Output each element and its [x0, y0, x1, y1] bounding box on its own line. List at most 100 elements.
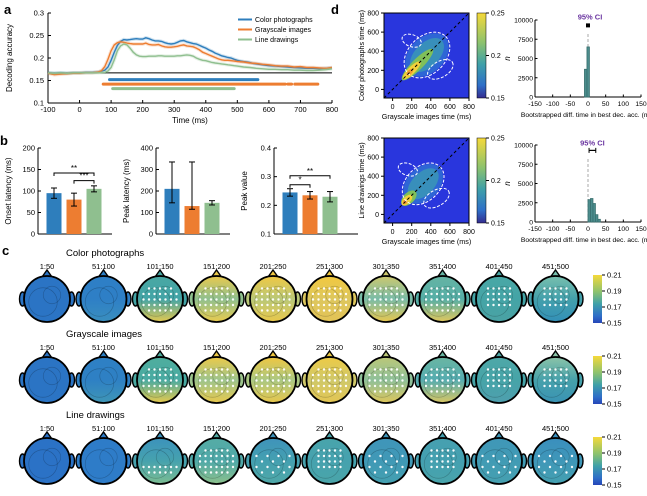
electrode-dot — [339, 303, 342, 307]
electrode-dot — [204, 298, 207, 301]
electrode-dot — [435, 303, 439, 307]
x-tick-label: 500 — [231, 105, 244, 114]
y-tick-label: 5000 — [518, 56, 533, 63]
time-window-label: 451:500 — [542, 262, 569, 271]
y-tick-label: 200 — [22, 144, 35, 153]
electrode-dot — [441, 298, 444, 301]
electrode-dot — [260, 379, 264, 382]
topomap-head — [131, 349, 189, 404]
electrode-dot — [317, 287, 320, 290]
contour-line — [212, 447, 231, 467]
legend-label-2: Line drawings — [255, 37, 299, 44]
contour-line — [155, 447, 175, 467]
electrode-dot — [446, 379, 450, 382]
scalp — [79, 356, 128, 404]
electrode-dot — [266, 292, 269, 296]
contour-line — [494, 366, 514, 386]
electrode-dot — [446, 384, 450, 388]
electrode-dot — [435, 292, 439, 296]
x-tick-label: -100 — [546, 101, 560, 108]
electrode-dot — [435, 368, 439, 371]
contour-line — [42, 447, 62, 467]
x-tick-label: 150 — [635, 226, 647, 233]
contour-line — [197, 449, 228, 479]
electrode-dot — [384, 287, 388, 290]
electrode-dot — [384, 303, 388, 307]
electrode-dot — [266, 373, 269, 377]
electrode-dot — [508, 384, 512, 388]
electrode-dot — [333, 454, 337, 458]
electrode-dot — [255, 465, 258, 469]
y-tick-label: 400 — [367, 174, 379, 181]
electrode-dot — [497, 384, 501, 388]
contour-line — [212, 366, 231, 386]
x-tick-label: 50 — [602, 101, 610, 108]
electrode-dot — [543, 460, 546, 463]
electrode-dot — [508, 471, 512, 474]
electrode-dot — [554, 379, 557, 382]
electrode-dot — [554, 373, 557, 377]
sig-label-0: * — [298, 176, 301, 185]
electrode-dot — [271, 471, 275, 474]
electrode-dot — [169, 292, 173, 296]
contour-line — [551, 447, 570, 467]
electrode-dot — [559, 379, 563, 382]
electrode-dot — [322, 373, 326, 377]
legend-label-1: Grayscale images — [255, 27, 312, 34]
electrode-dot — [339, 287, 342, 290]
electrode-dot — [435, 379, 439, 382]
time-window-label: 451:500 — [542, 343, 569, 352]
electrode-dot — [503, 465, 506, 469]
electrode-dot — [231, 298, 235, 301]
x-tick-label: 400 — [425, 104, 437, 111]
electrode-dot — [220, 292, 224, 296]
electrode-dot — [384, 384, 388, 388]
x-tick-label: 200 — [406, 229, 418, 236]
electrode-dot — [220, 460, 224, 463]
electrode-dot — [317, 379, 320, 382]
electrode-dot — [204, 292, 207, 296]
colorbar-tick-label: 0.2 — [491, 178, 501, 185]
contour-line — [423, 449, 454, 479]
row-title: Line drawings — [66, 410, 125, 421]
contour-line — [141, 287, 171, 317]
significance-contour — [423, 187, 450, 209]
x-tick-label: -50 — [565, 101, 575, 108]
electrode-dot — [220, 471, 224, 474]
electrode-dot — [543, 287, 546, 290]
colorbar — [593, 275, 602, 323]
electrode-dot — [322, 384, 326, 388]
electrode-dot — [231, 373, 235, 377]
electrode-dot — [401, 373, 404, 377]
electrode-dot — [147, 465, 151, 469]
scalp — [136, 437, 184, 485]
electrode-dot — [220, 287, 224, 290]
topomap-head — [527, 268, 584, 323]
electrode-dot — [328, 465, 331, 469]
electrode-dot — [164, 298, 167, 301]
electrode-dot — [548, 298, 552, 301]
electrode-dot — [543, 292, 546, 296]
electrode-dot — [169, 465, 173, 469]
electrode-dot — [198, 292, 202, 296]
x-tick-label: 400 — [425, 229, 437, 236]
time-window-label: 401:450 — [485, 262, 512, 271]
electrode-dot — [435, 465, 439, 469]
electrode-dot — [379, 379, 382, 382]
electrode-dot — [328, 390, 331, 393]
y-tick-label: 2500 — [518, 200, 533, 207]
electrode-dot — [430, 465, 433, 469]
electrode-dot — [492, 373, 495, 377]
electrode-dot — [333, 292, 337, 296]
electrode-dot — [198, 454, 202, 458]
electrode-dot — [492, 379, 495, 382]
bar-0 — [46, 193, 62, 234]
electrode-dot — [164, 379, 167, 382]
electrode-dot — [169, 303, 173, 307]
electrode-dot — [215, 298, 218, 301]
electrode-dot — [492, 298, 495, 301]
contour-line — [268, 366, 288, 386]
scalp — [23, 356, 71, 404]
electrode-dot — [333, 373, 337, 377]
electrode-dot — [317, 292, 320, 296]
